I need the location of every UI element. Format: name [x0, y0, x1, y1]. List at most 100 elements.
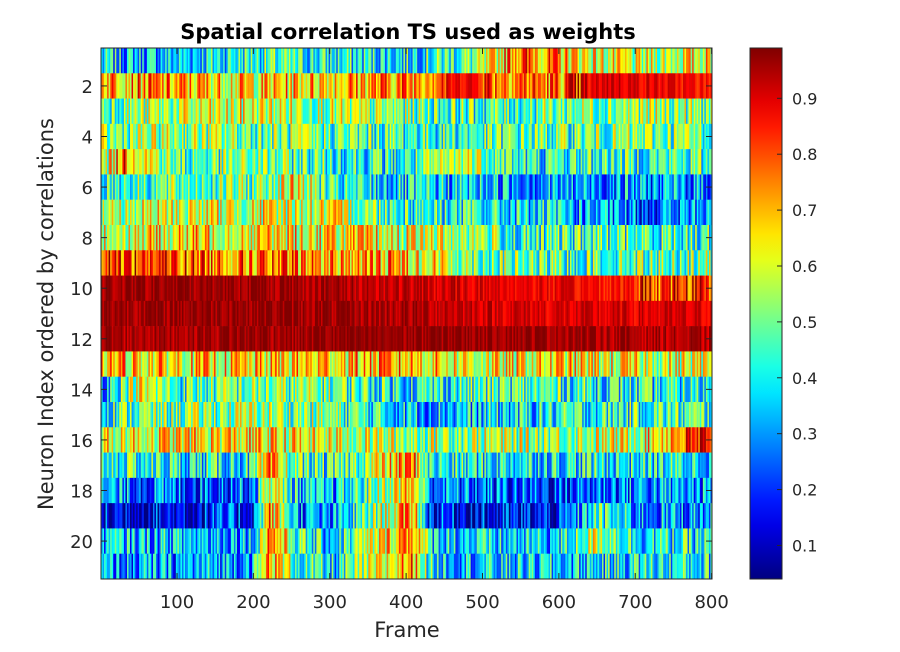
heatmap-cell — [305, 250, 308, 276]
heatmap-cell — [294, 326, 297, 352]
heatmap-cell — [342, 225, 345, 251]
heatmap-cell — [640, 275, 643, 302]
heatmap-cell — [134, 250, 137, 276]
heatmap-cell — [374, 48, 377, 74]
heatmap-cell — [343, 250, 346, 276]
heatmap-cell — [148, 351, 151, 378]
heatmap-cell — [695, 250, 698, 276]
heatmap-cell — [270, 250, 273, 276]
heatmap-cell — [502, 300, 505, 327]
heatmap-cell — [259, 250, 262, 276]
heatmap-cell — [478, 98, 481, 125]
heatmap-cell — [377, 48, 380, 74]
heatmap-cell — [111, 73, 114, 99]
heatmap-cell — [349, 250, 352, 276]
heatmap-cell — [394, 199, 397, 226]
heatmap-cell — [140, 174, 143, 201]
heatmap-cell — [652, 275, 655, 302]
heatmap-cell — [511, 199, 514, 226]
heatmap-cell — [444, 250, 447, 276]
heatmap-cell — [612, 73, 615, 99]
heatmap-cell — [209, 199, 212, 226]
heatmap-cell — [380, 250, 383, 276]
heatmap-cell — [181, 250, 184, 276]
heatmap-cell — [528, 199, 531, 226]
heatmap-cell — [353, 73, 355, 99]
heatmap-cell — [116, 149, 119, 175]
heatmap-cell — [148, 149, 151, 175]
heatmap-cell — [401, 174, 404, 201]
heatmap-cell — [168, 300, 171, 327]
heatmap-cell — [658, 48, 661, 74]
heatmap-cell — [524, 174, 526, 201]
heatmap-cell — [379, 300, 381, 327]
heatmap-cell — [534, 275, 537, 302]
heatmap-cell — [198, 250, 201, 276]
heatmap-cell — [418, 73, 421, 99]
heatmap-cell — [123, 98, 126, 125]
heatmap-cell — [261, 326, 264, 352]
heatmap-cell — [606, 98, 609, 125]
heatmap-cell — [562, 123, 565, 150]
heatmap-cell — [495, 123, 497, 150]
heatmap-cell — [661, 199, 664, 226]
heatmap-cell — [434, 73, 436, 99]
heatmap-cell — [411, 73, 413, 99]
heatmap-cell — [661, 149, 664, 175]
heatmap-cell — [345, 225, 348, 251]
heatmap-cell — [682, 250, 685, 276]
heatmap-cell — [514, 98, 517, 125]
heatmap-cell — [388, 225, 390, 251]
heatmap-cell — [270, 199, 273, 226]
heatmap-cell — [490, 149, 493, 175]
heatmap-cell — [569, 300, 572, 327]
heatmap-cell — [130, 225, 132, 251]
heatmap-cell — [438, 275, 441, 302]
heatmap-cell — [582, 199, 584, 226]
heatmap-cell — [447, 199, 450, 226]
heatmap-cell — [580, 199, 583, 226]
heatmap-cell — [294, 174, 297, 201]
heatmap-cell — [644, 149, 647, 175]
heatmap-cell — [493, 300, 496, 327]
heatmap-cell — [230, 250, 233, 276]
heatmap-cell — [650, 225, 653, 251]
heatmap-cell — [369, 98, 372, 125]
heatmap-cell — [224, 199, 227, 226]
heatmap-cell — [282, 48, 285, 74]
heatmap-cell — [104, 199, 106, 226]
heatmap-cell — [484, 326, 487, 352]
heatmap-cell — [240, 98, 242, 125]
heatmap-cell — [450, 149, 453, 175]
heatmap-cell — [166, 351, 169, 378]
heatmap-cell — [470, 250, 473, 276]
heatmap-cell — [693, 48, 696, 74]
heatmap-cell — [388, 123, 390, 150]
heatmap-cell — [168, 174, 171, 201]
heatmap-cell — [136, 326, 138, 352]
heatmap-cell — [470, 73, 473, 99]
heatmap-cell — [411, 225, 413, 251]
heatmap-cell — [463, 98, 465, 125]
heatmap-cell — [125, 149, 128, 175]
heatmap-cell — [478, 73, 481, 99]
heatmap-cell — [125, 48, 128, 74]
heatmap-cell — [386, 225, 389, 251]
heatmap-cell — [209, 48, 212, 74]
heatmap-cell — [574, 174, 577, 201]
heatmap-cell — [133, 98, 135, 125]
heatmap-cell — [675, 275, 678, 302]
heatmap-cell — [296, 199, 299, 226]
heatmap-cell — [168, 326, 171, 352]
heatmap-cell — [406, 149, 409, 175]
heatmap-cell — [327, 225, 329, 251]
heatmap-cell — [432, 123, 435, 150]
heatmap-cell — [591, 98, 594, 125]
heatmap-cell — [125, 225, 128, 251]
heatmap-cell — [557, 275, 560, 302]
heatmap-cell — [174, 225, 177, 251]
heatmap-cell — [122, 98, 125, 125]
heatmap-cell — [240, 174, 242, 201]
heatmap-cell — [310, 149, 313, 175]
heatmap-cell — [415, 149, 418, 175]
